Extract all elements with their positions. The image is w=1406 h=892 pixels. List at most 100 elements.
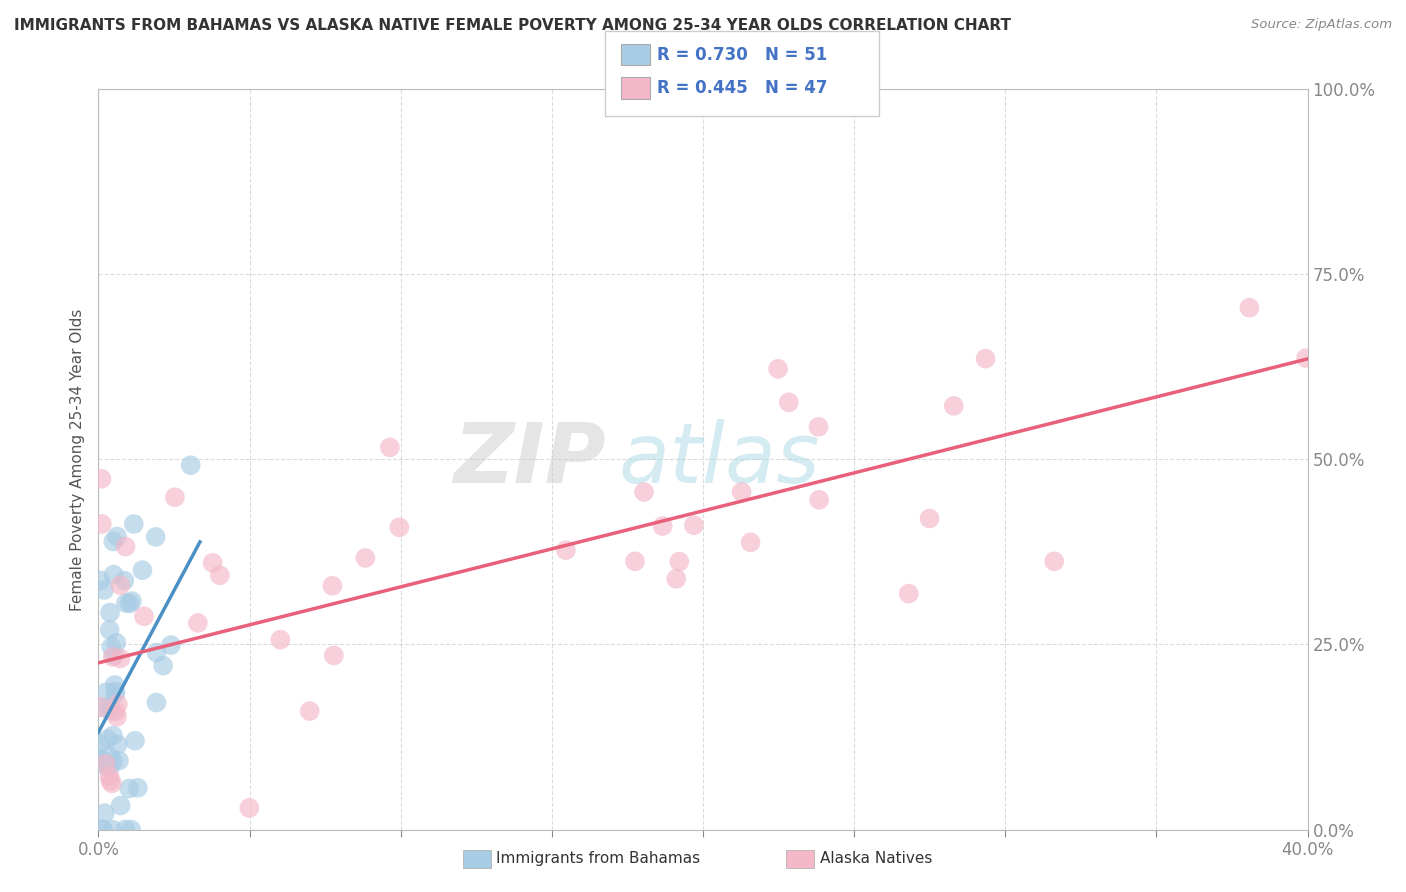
Point	[388, 520, 411, 534]
Point	[145, 530, 167, 544]
Point	[112, 574, 135, 588]
Point	[160, 638, 183, 652]
Point	[651, 519, 673, 533]
Point	[107, 697, 129, 711]
Point	[118, 596, 141, 610]
Point	[96, 759, 118, 773]
Point	[101, 649, 124, 664]
Point	[94, 806, 117, 821]
Point	[94, 757, 117, 772]
Point	[104, 684, 127, 698]
Point	[145, 696, 167, 710]
Point	[321, 579, 343, 593]
Point	[1043, 554, 1066, 568]
Point	[152, 658, 174, 673]
Point	[96, 685, 118, 699]
Point	[808, 492, 831, 507]
Point	[554, 543, 576, 558]
Point	[378, 441, 401, 455]
Text: Alaska Natives: Alaska Natives	[820, 852, 932, 866]
Point	[110, 578, 132, 592]
Point	[105, 709, 128, 723]
Point	[1295, 351, 1317, 365]
Point	[89, 737, 111, 751]
Text: atlas: atlas	[619, 419, 820, 500]
Point	[89, 752, 111, 766]
Point	[94, 756, 117, 771]
Point	[90, 700, 112, 714]
Point	[918, 511, 941, 525]
Point	[101, 755, 124, 769]
Point	[269, 632, 291, 647]
Text: R = 0.445   N = 47: R = 0.445 N = 47	[657, 79, 827, 97]
Point	[298, 704, 321, 718]
Point	[201, 556, 224, 570]
Point	[624, 554, 647, 568]
Point	[740, 535, 762, 549]
Point	[97, 699, 120, 714]
Point	[122, 516, 145, 531]
Point	[187, 615, 209, 630]
Point	[90, 472, 112, 486]
Y-axis label: Female Poverty Among 25-34 Year Olds: Female Poverty Among 25-34 Year Olds	[69, 309, 84, 610]
Point	[104, 678, 127, 692]
Point	[103, 534, 125, 549]
Point	[96, 732, 118, 747]
Point	[118, 781, 141, 796]
Point	[807, 419, 830, 434]
Point	[101, 776, 124, 790]
Point	[90, 822, 112, 837]
Point	[90, 516, 112, 531]
Point	[110, 651, 132, 665]
Point	[93, 582, 115, 597]
Point	[105, 636, 128, 650]
Point	[180, 458, 202, 473]
Point	[730, 485, 752, 500]
Point	[354, 551, 377, 566]
Text: ZIP: ZIP	[454, 419, 606, 500]
Point	[110, 798, 132, 813]
Point	[778, 395, 800, 409]
Point	[93, 701, 115, 715]
Point	[105, 530, 128, 544]
Point	[103, 648, 125, 663]
Point	[98, 623, 121, 637]
Point	[104, 687, 127, 701]
Point	[942, 399, 965, 413]
Text: R = 0.730   N = 51: R = 0.730 N = 51	[657, 45, 827, 63]
Point	[98, 773, 121, 788]
Point	[108, 754, 131, 768]
Point	[91, 822, 114, 837]
Point	[121, 594, 143, 608]
Point	[665, 572, 688, 586]
Point	[98, 749, 121, 764]
Text: IMMIGRANTS FROM BAHAMAS VS ALASKA NATIVE FEMALE POVERTY AMONG 25-34 YEAR OLDS CO: IMMIGRANTS FROM BAHAMAS VS ALASKA NATIVE…	[14, 18, 1011, 33]
Point	[124, 733, 146, 747]
Point	[974, 351, 997, 366]
Point	[107, 738, 129, 752]
Point	[87, 750, 110, 764]
Point	[668, 555, 690, 569]
Point	[897, 586, 920, 600]
Point	[98, 761, 121, 775]
Point	[89, 574, 111, 588]
Point	[132, 609, 155, 624]
Text: Immigrants from Bahamas: Immigrants from Bahamas	[496, 852, 700, 866]
Point	[633, 485, 655, 500]
Point	[103, 567, 125, 582]
Point	[114, 540, 136, 554]
Point	[100, 704, 122, 718]
Point	[163, 490, 186, 504]
Point	[238, 801, 260, 815]
Point	[101, 822, 124, 837]
Point	[120, 822, 142, 837]
Point	[683, 518, 706, 533]
Point	[1239, 301, 1261, 315]
Point	[104, 704, 127, 718]
Point	[208, 568, 231, 582]
Point	[115, 596, 138, 610]
Point	[131, 563, 153, 577]
Point	[101, 729, 124, 743]
Point	[766, 361, 789, 376]
Point	[98, 606, 121, 620]
